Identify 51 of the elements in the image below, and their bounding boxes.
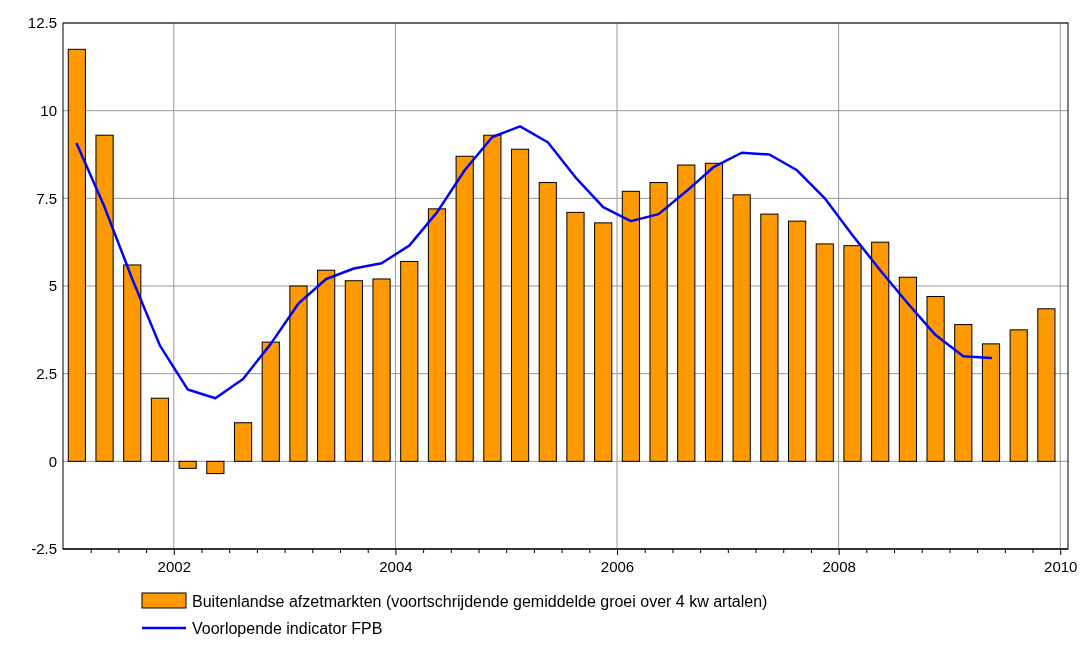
bar	[1037, 308, 1056, 462]
bar	[344, 280, 363, 462]
bar	[788, 220, 807, 462]
bar	[178, 460, 197, 469]
bar	[981, 343, 1001, 462]
bar	[123, 264, 142, 462]
bar	[732, 194, 751, 462]
bar	[538, 182, 557, 462]
bar	[704, 162, 724, 462]
bar	[954, 324, 973, 462]
bar	[871, 241, 890, 462]
x-tick-label: 2004	[379, 557, 413, 575]
x-tick-label: 2002	[157, 557, 191, 575]
bar	[760, 213, 779, 462]
bar	[372, 278, 391, 462]
bar	[289, 285, 308, 462]
bar	[621, 190, 640, 462]
bar	[898, 276, 917, 462]
line-series	[75, 125, 993, 400]
bar	[67, 48, 86, 462]
y-tick-label: -2.5	[31, 540, 57, 558]
bar	[649, 182, 668, 462]
bar	[233, 422, 253, 462]
bar	[677, 164, 696, 462]
bar	[566, 211, 585, 462]
bar	[594, 222, 613, 462]
bar	[400, 260, 419, 462]
bar	[150, 397, 170, 462]
bar	[427, 208, 447, 462]
bar	[815, 243, 834, 462]
bar	[1009, 329, 1028, 462]
y-tick-label: 10	[40, 101, 57, 119]
bar	[843, 245, 862, 462]
bar	[926, 296, 945, 462]
bar	[261, 341, 280, 462]
bar	[455, 155, 474, 462]
bar	[510, 148, 530, 462]
bar	[95, 134, 114, 462]
legend-label: Buitenlandse afzetmarkten (voortschrijdende gemiddelde groei over 4 kw artalen)	[192, 593, 768, 610]
y-tick-label: 0	[48, 452, 57, 470]
bar	[483, 134, 502, 462]
legend-label: Voorlopende indicator FPB	[192, 620, 383, 637]
y-tick-label: 7.5	[36, 189, 57, 207]
x-tick-label: 2006	[600, 557, 635, 575]
bar	[206, 460, 225, 475]
x-tick-label: 2010	[1044, 557, 1078, 575]
y-tick-label: 2.5	[36, 364, 57, 382]
y-tick-label: 12.5	[27, 14, 57, 32]
bar	[317, 269, 336, 462]
x-tick-label: 2008	[822, 557, 856, 575]
y-tick-label: 5	[48, 277, 57, 295]
